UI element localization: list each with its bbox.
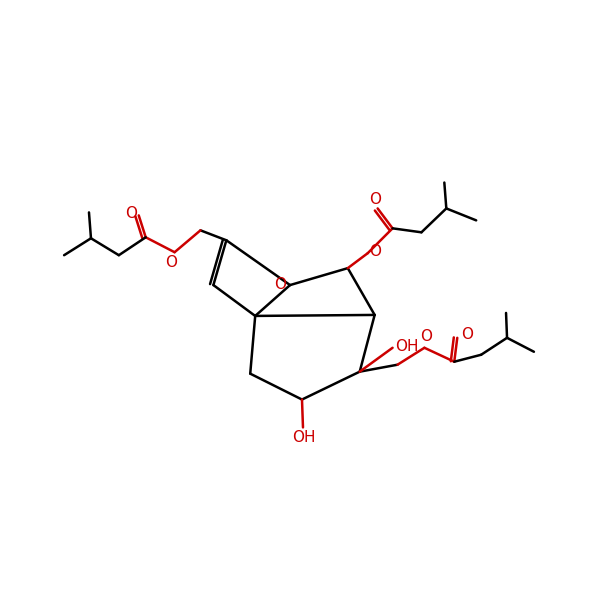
- Text: O: O: [368, 244, 380, 259]
- Text: O: O: [274, 277, 286, 292]
- Text: OH: OH: [292, 430, 316, 445]
- Text: OH: OH: [395, 339, 418, 354]
- Text: O: O: [421, 329, 433, 344]
- Text: O: O: [125, 206, 137, 221]
- Text: O: O: [461, 328, 473, 343]
- Text: O: O: [368, 192, 380, 207]
- Text: O: O: [166, 254, 178, 269]
